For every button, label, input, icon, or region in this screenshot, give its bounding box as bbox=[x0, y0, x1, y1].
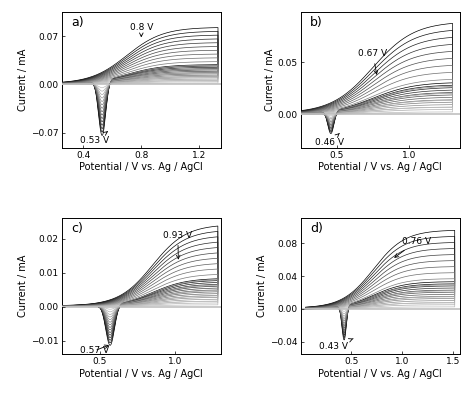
Text: 0.76 V: 0.76 V bbox=[395, 237, 431, 258]
X-axis label: Potential / V vs. Ag / AgCl: Potential / V vs. Ag / AgCl bbox=[318, 369, 442, 379]
X-axis label: Potential / V vs. Ag / AgCl: Potential / V vs. Ag / AgCl bbox=[79, 162, 203, 172]
Text: 0.43 V: 0.43 V bbox=[319, 339, 353, 351]
Text: a): a) bbox=[71, 16, 84, 29]
Text: 0.46 V: 0.46 V bbox=[315, 133, 344, 147]
Text: c): c) bbox=[71, 222, 83, 236]
Y-axis label: Current / mA: Current / mA bbox=[257, 255, 267, 318]
Text: b): b) bbox=[310, 16, 323, 29]
Y-axis label: Current / mA: Current / mA bbox=[18, 49, 28, 111]
X-axis label: Potential / V vs. Ag / AgCl: Potential / V vs. Ag / AgCl bbox=[318, 162, 442, 172]
Text: 0.8 V: 0.8 V bbox=[130, 23, 153, 37]
X-axis label: Potential / V vs. Ag / AgCl: Potential / V vs. Ag / AgCl bbox=[79, 369, 203, 379]
Text: d): d) bbox=[310, 222, 323, 236]
Text: 0.57 V: 0.57 V bbox=[80, 345, 109, 355]
Text: 0.93 V: 0.93 V bbox=[163, 231, 192, 259]
Text: 0.67 V: 0.67 V bbox=[358, 49, 388, 74]
Y-axis label: Current / mA: Current / mA bbox=[265, 49, 275, 111]
Y-axis label: Current / mA: Current / mA bbox=[18, 255, 28, 318]
Text: 0.53 V: 0.53 V bbox=[81, 132, 109, 145]
